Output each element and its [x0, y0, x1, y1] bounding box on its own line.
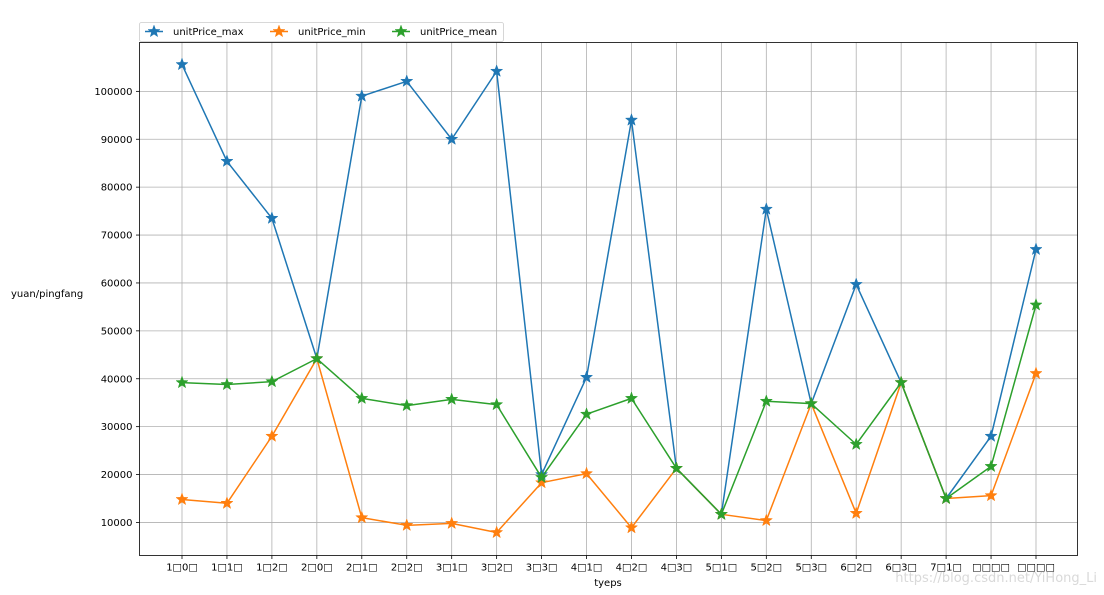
legend-label-unitPrice_min: unitPrice_min [298, 27, 366, 38]
x-tick-label: 5□1□ [706, 563, 738, 574]
data-point-unitPrice_max [579, 370, 594, 384]
data-point-unitPrice_min [534, 475, 549, 489]
data-point-unitPrice_min [400, 518, 414, 532]
data-point-unitPrice_mean [714, 507, 729, 520]
data-point-unitPrice_mean [939, 491, 953, 505]
data-point-unitPrice_mean [894, 375, 908, 389]
data-point-unitPrice_mean [804, 396, 818, 410]
y-tick-label: 90000 [101, 135, 133, 146]
legend-label-unitPrice_max: unitPrice_max [173, 27, 244, 38]
y-tick-label: 10000 [101, 518, 133, 529]
data-point-unitPrice_max [444, 132, 459, 145]
data-point-unitPrice_max [175, 57, 189, 71]
data-point-unitPrice_max [400, 74, 414, 87]
data-point-unitPrice_min [444, 516, 459, 530]
x-tick-label: 6□3□ [885, 563, 917, 574]
data-point-unitPrice_mean [220, 377, 234, 391]
x-tick-label: □□□□ [972, 563, 1010, 574]
data-point-unitPrice_max [355, 89, 369, 102]
data-point-unitPrice_mean [310, 351, 324, 365]
data-point-unitPrice_mean [265, 374, 279, 388]
x-tick-label: 3□3□ [526, 563, 558, 574]
y-tick-label: 100000 [94, 87, 132, 98]
x-tick-label: 2□2□ [391, 563, 423, 574]
data-point-unitPrice_mean [444, 392, 459, 406]
data-point-unitPrice_min [220, 496, 234, 509]
x-tick-label: 6□2□ [840, 563, 872, 574]
y-tick-label: 20000 [101, 470, 133, 481]
data-point-unitPrice_mean [669, 461, 684, 475]
x-tick-label: 5□2□ [751, 563, 783, 574]
x-tick-label: 7□1□ [930, 563, 962, 574]
y-tick-label: 40000 [101, 374, 133, 385]
data-point-unitPrice_mean [400, 398, 414, 412]
legend-label-unitPrice_mean: unitPrice_mean [420, 27, 497, 38]
data-point-unitPrice_mean [355, 391, 369, 405]
legend-box [139, 22, 504, 42]
data-point-unitPrice_max [624, 113, 639, 126]
series-layer [175, 57, 1043, 539]
series-line-unitPrice_mean [181, 304, 1037, 516]
data-point-unitPrice_min [489, 525, 504, 539]
y-tick-label: 60000 [101, 278, 133, 289]
data-point-unitPrice_max [220, 154, 234, 167]
x-tick-label: □□□□ [1017, 563, 1055, 574]
data-point-unitPrice_max [759, 202, 774, 215]
y-tick-label: 70000 [101, 231, 133, 242]
data-point-unitPrice_min [759, 513, 774, 527]
y-tick-label: 80000 [101, 183, 133, 194]
data-point-unitPrice_max [849, 277, 863, 291]
data-point-unitPrice_min [984, 488, 998, 502]
data-point-unitPrice_mean [759, 394, 774, 407]
grid-lines [139, 42, 1078, 556]
y-tick-label: 50000 [101, 326, 133, 337]
x-tick-label: 1□2□ [256, 563, 288, 574]
legend-marker-unitPrice_max [147, 24, 161, 38]
x-tick-label: 4□1□ [571, 563, 603, 574]
data-point-unitPrice_min [1029, 366, 1043, 380]
legend-marker-unitPrice_min [272, 24, 286, 38]
x-tick-label: 2□0□ [301, 563, 333, 574]
watermark: https://blog.csdn.net/YiHong_Li [895, 571, 1097, 586]
legend-marker-unitPrice_mean [394, 24, 408, 38]
y-axis-label: yuan/pingfang [11, 289, 83, 300]
data-point-unitPrice_min [265, 429, 279, 442]
series-line-unitPrice_max [181, 64, 1037, 516]
x-tick-label: 3□2□ [481, 563, 513, 574]
x-axis-ticks: 1□0□ 1□1□ 1□2□ 2□0□ 2□1□ 2□2□ 3□1□ 3□2□ 3□3□ 4□1□… [166, 555, 1055, 574]
data-point-unitPrice_min [579, 466, 594, 480]
data-point-unitPrice_mean [1029, 297, 1043, 311]
data-point-unitPrice_mean [534, 470, 549, 484]
x-tick-label: 3□1□ [436, 563, 468, 574]
x-tick-label: 1□0□ [166, 563, 198, 574]
data-point-unitPrice_mean [849, 437, 863, 451]
x-tick-label: 2□1□ [346, 563, 378, 574]
y-tick-label: 30000 [101, 422, 133, 433]
legend: unitPrice_max unitPrice_min unitPrice_mean [139, 22, 504, 42]
data-point-unitPrice_mean [489, 397, 504, 411]
data-point-unitPrice_max [489, 64, 504, 77]
data-point-unitPrice_max [984, 429, 998, 442]
x-tick-label: 4□3□ [661, 563, 693, 574]
plot-frame [139, 42, 1078, 556]
x-axis-label: tyeps [594, 578, 622, 589]
data-point-unitPrice_min [624, 520, 639, 534]
data-point-unitPrice_min [355, 510, 369, 524]
data-point-unitPrice_mean [175, 375, 189, 389]
data-point-unitPrice_mean [624, 391, 639, 405]
series-line-unitPrice_min [181, 357, 1037, 534]
y-axis-ticks: 10000 20000 30000 40000 50000 60000 70000 80000… [94, 87, 140, 529]
data-point-unitPrice_mean [579, 407, 594, 420]
data-point-unitPrice_min [175, 492, 189, 506]
data-point-unitPrice_mean [984, 459, 998, 473]
data-point-unitPrice_min [849, 506, 863, 520]
x-tick-label: 4□2□ [616, 563, 648, 574]
data-point-unitPrice_max [1029, 242, 1043, 256]
x-tick-label: 5□3□ [795, 563, 827, 574]
data-point-unitPrice_max [265, 211, 279, 224]
x-tick-label: 1□1□ [211, 563, 243, 574]
